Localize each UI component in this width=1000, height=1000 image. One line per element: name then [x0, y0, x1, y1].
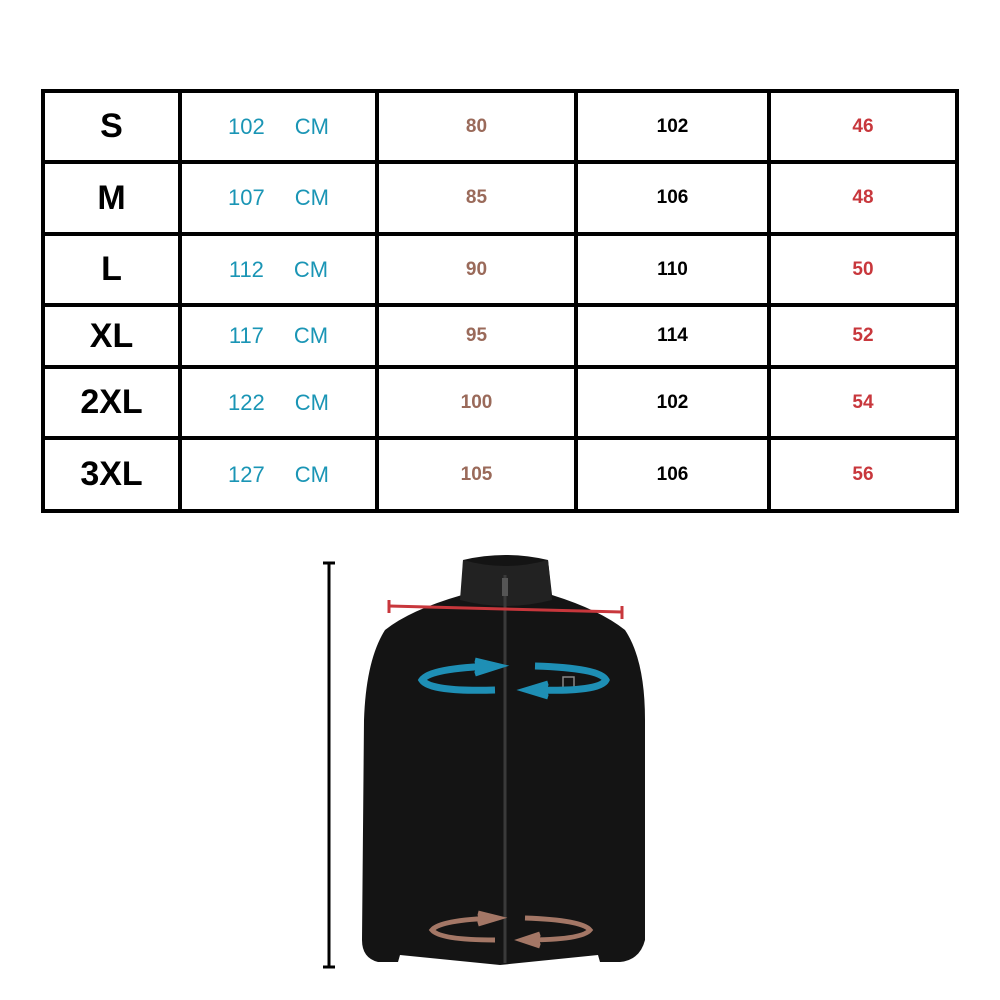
hem-value: 95: [465, 325, 488, 346]
jacket-image: [362, 555, 645, 965]
shoulder-value: 52: [852, 325, 874, 346]
chest-value: 127: [228, 461, 265, 487]
chest-value: 117: [228, 323, 264, 348]
cell-size: S: [43, 91, 180, 162]
chest-value: 112: [228, 256, 264, 282]
shoulder-value: 54: [852, 391, 874, 413]
table-row-divider: [42, 365, 958, 369]
cell-hem: 95: [377, 305, 576, 367]
hem-value: 105: [460, 463, 493, 485]
jacket-measurement-figure: [323, 555, 645, 969]
table-column-divider: [574, 89, 578, 513]
cell-size: 3XL: [43, 438, 180, 511]
chest-arrows-icon: [417, 657, 610, 700]
hem-value: 90: [465, 258, 488, 280]
cell-shoulder: 56: [769, 438, 957, 511]
table-row-divider: [42, 436, 958, 440]
length-value: 102: [656, 391, 689, 413]
length-value: 114: [657, 325, 688, 346]
cell-length: 102: [576, 91, 769, 162]
cell-hem: 85: [377, 162, 576, 234]
cell-length: 110: [576, 234, 769, 305]
size-value: L: [101, 250, 122, 288]
table-column-divider: [955, 89, 959, 513]
table-column-divider: [178, 89, 182, 513]
table-column-divider: [375, 89, 379, 513]
cell-chest: 117 CM: [180, 305, 377, 367]
shoulder-line-icon: [387, 600, 624, 619]
unit-label: CM: [294, 461, 329, 487]
cell-hem: 100: [377, 367, 576, 438]
cell-chest: 112 CM: [180, 234, 377, 305]
table-row-divider: [42, 160, 958, 164]
cell-hem: 105: [377, 438, 576, 511]
cell-chest: 102 CM: [180, 91, 377, 162]
table-row-divider: [42, 303, 958, 307]
cell-size: XL: [43, 305, 180, 367]
hem-value: 100: [460, 391, 493, 413]
size-value: 3XL: [80, 455, 143, 493]
unit-label: CM: [293, 323, 329, 348]
chest-value: 107: [228, 185, 265, 210]
unit-label: CM: [294, 389, 329, 415]
size-value: XL: [89, 316, 134, 355]
size-value: 2XL: [80, 383, 143, 421]
hem-value: 85: [465, 187, 488, 208]
cell-hem: 80: [377, 91, 576, 162]
cell-size: M: [43, 162, 180, 234]
table-column-divider: [767, 89, 771, 513]
length-value: 106: [656, 463, 689, 485]
cell-size: 2XL: [43, 367, 180, 438]
cell-size: L: [43, 234, 180, 305]
cell-length: 106: [576, 162, 769, 234]
cell-shoulder: 48: [769, 162, 957, 234]
shoulder-value: 56: [852, 463, 874, 485]
hem-arrows-icon: [428, 910, 594, 949]
table-column-divider: [41, 89, 45, 513]
cell-length: 102: [576, 367, 769, 438]
cell-hem: 90: [377, 234, 576, 305]
cell-chest: 122 CM: [180, 367, 377, 438]
unit-label: CM: [294, 113, 329, 139]
cell-chest: 127 CM: [180, 438, 377, 511]
chest-value: 102: [228, 113, 265, 139]
cell-length: 114: [576, 305, 769, 367]
size-value: M: [97, 178, 126, 217]
cell-length: 106: [576, 438, 769, 511]
length-value: 106: [656, 187, 689, 208]
unit-label: CM: [293, 256, 329, 282]
table-row-divider: [42, 509, 958, 513]
hem-value: 80: [465, 115, 488, 137]
cell-shoulder: 46: [769, 91, 957, 162]
size-value: S: [100, 107, 123, 145]
unit-label: CM: [294, 185, 329, 210]
length-line-icon: [323, 561, 335, 969]
length-value: 110: [657, 258, 688, 280]
shoulder-value: 46: [852, 115, 874, 137]
chest-value: 122: [228, 389, 265, 415]
cell-shoulder: 54: [769, 367, 957, 438]
cell-shoulder: 52: [769, 305, 957, 367]
shoulder-value: 48: [852, 187, 874, 208]
cell-shoulder: 50: [769, 234, 957, 305]
cell-chest: 107 CM: [180, 162, 377, 234]
table-row-divider: [42, 232, 958, 236]
table-row-divider: [42, 89, 958, 93]
size-chart-table: S 102 CM 80 102 46 M 107 CM 85 106 48 L 112 CM 90 110 50 X…: [41, 89, 959, 513]
length-value: 102: [656, 115, 689, 137]
shoulder-value: 50: [852, 258, 874, 280]
